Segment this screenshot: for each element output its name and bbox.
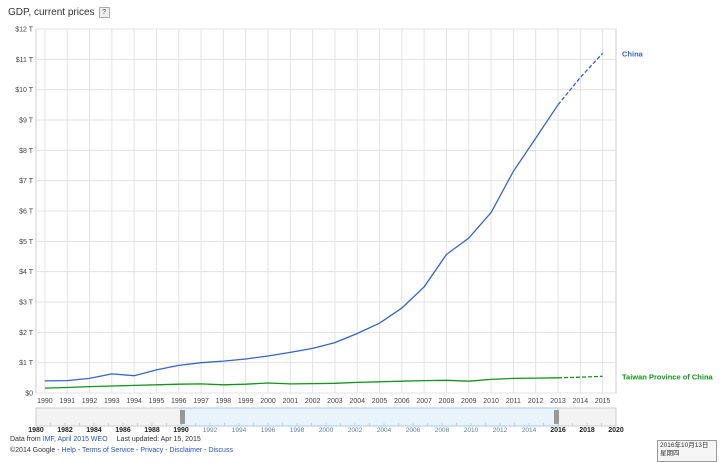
x-tick-label: 2015 [595,398,611,405]
x-tick-label: 1990 [37,398,53,405]
navigator-label: 2004 [377,427,392,434]
navigator-label: 2020 [608,427,624,434]
x-tick-label: 1997 [193,398,209,405]
x-tick-label: 1992 [82,398,98,405]
x-axis-ticks: 1990 1991 1992 1993 1994 1995 1996 1997 1998 1999… [37,398,610,405]
navigator-label: 1994 [232,427,247,434]
navigator-label: 2018 [579,427,595,434]
privacy-link[interactable]: Privacy [140,447,164,454]
taskbar-clock[interactable]: 2016年10月13日 星期四 [657,440,717,462]
y-tick-label: $5 T [19,239,34,246]
series-estimate-0[interactable] [557,52,604,106]
source-line: Data from IMF, April 2015 WEO Last update… [10,434,233,445]
navigator-label: 2010 [464,427,479,434]
footer: Data from IMF, April 2015 WEO Last update… [10,434,233,456]
series-estimate-1[interactable] [557,375,603,379]
y-tick-label: $10 T [15,87,33,94]
x-tick-label: 1994 [126,398,142,405]
x-tick-label: 2006 [394,398,410,405]
terms-link[interactable]: Terms of Service [81,447,135,454]
series-end-labels[interactable]: China Taiwan Province of China [622,49,714,381]
y-tick-label: $0 [25,391,33,398]
time-navigator[interactable]: 1980 1982 1984 1986 1988 1990 2016 2018 2020 1992… [28,407,624,434]
navigator-label: 1998 [290,427,305,434]
taskbar-date: 2016年10月13日 [660,442,709,449]
x-tick-label: 1999 [238,398,254,405]
navigator-label: 2002 [348,427,363,434]
navigator-label: 2014 [522,427,537,434]
navigator-label: 1982 [57,427,73,434]
navigator-label: 2012 [493,427,508,434]
y-tick-label: $8 T [19,148,34,155]
y-tick-label: $3 T [19,300,34,307]
x-tick-label: 1995 [149,398,165,405]
navigator-label: 1984 [86,427,102,434]
grid-lines [35,28,617,394]
navigator-label: 2008 [435,427,450,434]
navigator-label: 1986 [115,427,131,434]
navigator-label: 2000 [319,427,334,434]
x-tick-label: 1996 [171,398,187,405]
x-tick-label: 1991 [59,398,75,405]
series-label-1[interactable]: Taiwan Province of China [622,372,714,381]
copyright-line: ©2014 Google - Help - Terms of Service -… [10,447,233,454]
chart-title-bar: GDP, current prices ? [8,5,110,19]
series-line-1[interactable] [44,377,559,389]
x-tick-label: 2012 [528,398,544,405]
x-tick-label: 2004 [349,398,365,405]
x-tick-label: 2001 [283,398,299,405]
series-lines [44,52,604,389]
y-tick-label: $9 T [19,118,34,125]
navigator-label: 2006 [406,427,421,434]
x-tick-label: 2005 [372,398,388,405]
navigator-label: 1996 [261,427,276,434]
x-tick-label: 2008 [439,398,455,405]
disclaimer-link[interactable]: Disclaimer [169,447,203,454]
x-tick-label: 1993 [104,398,120,405]
y-tick-label: $7 T [19,178,34,185]
source-link[interactable]: IMF, April 2015 WEO [42,436,108,443]
x-tick-label: 2013 [550,398,566,405]
navigator-right-handle[interactable] [554,410,559,424]
y-tick-label: $11 T [16,57,34,64]
navigator-left-handle[interactable] [180,410,185,424]
series-line-0[interactable] [44,104,559,382]
data-from-label: Data from [10,436,43,443]
x-tick-label: 2000 [260,398,276,405]
help-icon[interactable]: ? [98,6,110,18]
navigator-label: 2016 [550,427,566,434]
taskbar-weekday: 星期四 [660,450,680,457]
x-tick-label: 2010 [483,398,499,405]
gdp-line-chart: $0 $1 T $2 T $3 T $4 T $5 T $6 T $7 T $8 T $9 T $1… [15,27,714,435]
navigator-label: 1980 [28,427,44,434]
x-tick-label: 2014 [573,398,589,405]
x-tick-label: 1998 [216,398,232,405]
y-tick-label: $12 T [15,27,33,34]
series-label-0[interactable]: China [622,49,644,58]
navigator-label: 1990 [173,427,189,434]
x-tick-label: 2011 [506,398,521,405]
help-link[interactable]: Help [61,447,76,454]
y-tick-label: $4 T [19,269,34,276]
last-updated-label: Last updated: Apr 15, 2015 [116,436,201,443]
navigator-label: 1988 [144,427,160,434]
x-tick-label: 2003 [327,398,343,405]
x-tick-label: 2009 [461,398,477,405]
y-tick-label: $2 T [19,330,34,337]
chart-title: GDP, current prices [8,6,95,18]
x-tick-label: 2007 [416,398,432,405]
navigator-label: 1992 [203,427,218,434]
x-tick-label: 2002 [305,398,321,405]
discuss-link[interactable]: Discuss [208,447,233,454]
y-tick-label: $1 T [19,360,34,367]
y-tick-label: $6 T [19,209,34,216]
y-axis-ticks: $0 $1 T $2 T $3 T $4 T $5 T $6 T $7 T $8 T $9 T $1… [15,27,33,398]
copyright-label: ©2014 Google - [10,447,62,454]
